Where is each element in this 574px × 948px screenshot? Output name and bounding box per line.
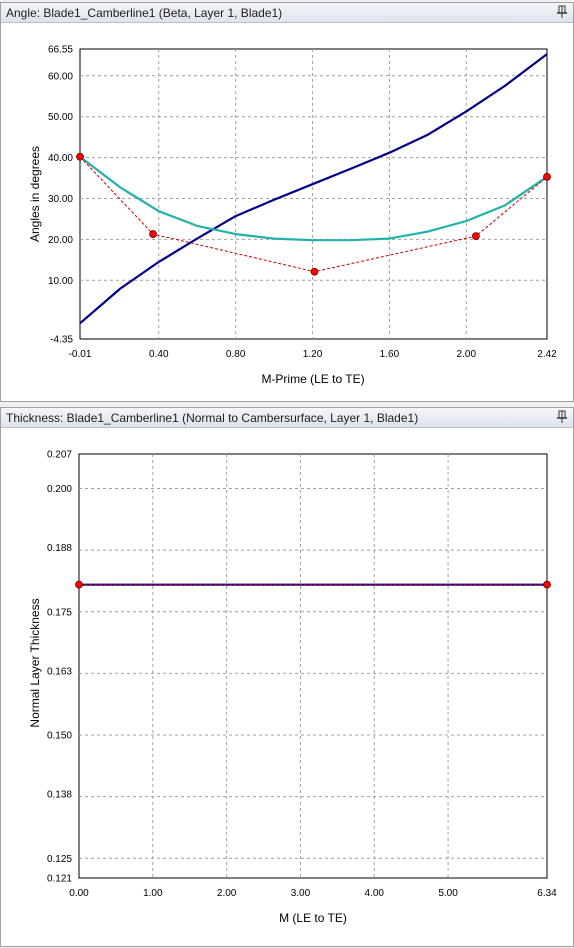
y-tick-label: 0.163 <box>47 666 72 677</box>
x-tick-label: 1.00 <box>143 888 163 899</box>
angle-panel-titlebar[interactable]: Angle: Blade1_Camberline1 (Beta, Layer 1… <box>1 3 573 23</box>
x-tick-label: 5.00 <box>438 888 458 899</box>
angle-chart[interactable]: -0.01 0.40 0.80 1.20 1.60 2.00 2.42 -4.35 10.00 2… <box>1 23 573 401</box>
x-tick-label: 2.00 <box>457 349 477 360</box>
angle-panel-title: Angle: Blade1_Camberline1 (Beta, Layer 1… <box>6 6 283 20</box>
y-tick-label: 0.207 <box>47 450 72 461</box>
y-tick-label: 0.150 <box>47 731 72 742</box>
y-axis-label: Normal Layer Thickness <box>28 598 42 727</box>
x-tick-label: 0.40 <box>149 349 169 360</box>
y-tick-label: -4.35 <box>50 335 73 346</box>
x-tick-label: 1.20 <box>303 349 323 360</box>
pin-icon[interactable] <box>556 5 568 19</box>
thickness-panel: Thickness: Blade1_Camberline1 (Normal to… <box>0 407 574 947</box>
thickness-panel-title: Thickness: Blade1_Camberline1 (Normal to… <box>6 411 419 425</box>
y-tick-label: 60.00 <box>48 71 73 82</box>
control-point[interactable] <box>543 172 551 181</box>
x-tick-label: 0.80 <box>226 349 246 360</box>
pin-icon[interactable] <box>556 410 568 424</box>
control-point[interactable] <box>471 232 480 241</box>
x-tick-label: -0.01 <box>69 349 92 360</box>
y-tick-label: 40.00 <box>48 153 73 164</box>
x-tick-label: 2.42 <box>537 349 557 360</box>
y-tick-label: 20.00 <box>48 235 73 246</box>
series-line <box>79 53 548 325</box>
thickness-panel-titlebar[interactable]: Thickness: Blade1_Camberline1 (Normal to… <box>1 408 573 428</box>
y-tick-label: 0.175 <box>47 607 72 618</box>
plot-area <box>79 48 548 340</box>
x-tick-label: 3.00 <box>291 888 311 899</box>
x-tick-label: 1.60 <box>380 349 400 360</box>
y-tick-label: 0.200 <box>47 484 72 495</box>
control-point[interactable] <box>310 267 319 276</box>
y-tick-label: 0.125 <box>47 854 72 865</box>
x-axis-label: M (LE to TE) <box>279 911 347 925</box>
series-line <box>79 155 548 242</box>
y-tick-label: 66.55 <box>48 45 73 56</box>
x-axis-label: M-Prime (LE to TE) <box>261 372 364 386</box>
x-tick-label: 0.00 <box>69 888 89 899</box>
y-tick-label: 10.00 <box>48 276 73 287</box>
y-axis-label: Angles in degrees <box>28 146 42 242</box>
control-point[interactable] <box>75 580 83 589</box>
y-tick-label: 0.121 <box>47 874 72 885</box>
x-tick-label: 2.00 <box>217 888 237 899</box>
y-tick-label: 0.138 <box>47 790 72 801</box>
x-tick-label: 4.00 <box>365 888 385 899</box>
y-tick-label: 50.00 <box>48 112 73 123</box>
y-tick-label: 0.188 <box>47 543 72 554</box>
thickness-chart[interactable]: 0.00 1.00 2.00 3.00 4.00 5.00 6.34 0.121 0.125 0.… <box>1 428 573 946</box>
angle-panel: Angle: Blade1_Camberline1 (Beta, Layer 1… <box>0 2 574 402</box>
x-tick-label: 6.34 <box>537 888 557 899</box>
control-point[interactable] <box>149 230 157 238</box>
y-tick-label: 30.00 <box>48 194 73 205</box>
plot-area <box>78 453 548 879</box>
control-point[interactable] <box>76 152 84 161</box>
control-point[interactable] <box>543 580 551 589</box>
